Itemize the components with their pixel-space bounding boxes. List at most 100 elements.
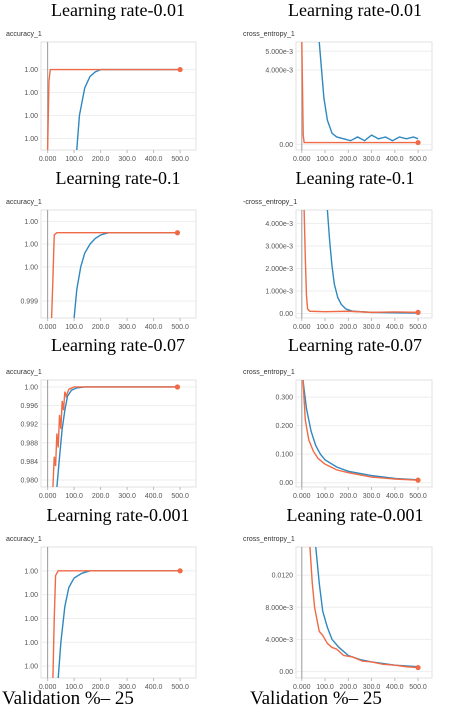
plot-lines xyxy=(52,386,178,487)
y-tick-label: 1.00 xyxy=(24,592,38,599)
series-line xyxy=(309,547,419,669)
chart-label: cross_entropy_1 xyxy=(243,369,295,376)
chart-label: accuracy_1 xyxy=(6,369,42,376)
x-tick-label: 100.0 xyxy=(65,684,83,691)
y-tick-label: 1.00 xyxy=(24,664,38,671)
y-tick-label: 1.00 xyxy=(24,67,38,74)
chart-label: -cross_entropy_1 xyxy=(243,199,297,206)
x-tick-label: 400.0 xyxy=(145,493,163,500)
x-tick-label: 100.0 xyxy=(316,156,334,163)
plot-lines xyxy=(302,380,419,481)
chart-panel: Learning rate-0.1 accuracy_1 1.00 1.00 1.00 0… xyxy=(6,168,197,331)
x-tick-label: 200.0 xyxy=(340,684,358,691)
plot-lines xyxy=(50,232,178,318)
x-tick-label: 300.0 xyxy=(118,324,136,331)
plot-area xyxy=(295,209,433,319)
series-line xyxy=(302,380,419,481)
x-tick-label: 200.0 xyxy=(340,324,358,331)
end-marker xyxy=(415,139,421,146)
series-line xyxy=(52,570,181,678)
series-line xyxy=(303,210,419,314)
x-tick-label: 500.0 xyxy=(171,493,189,500)
y-tick-label: 0.200 xyxy=(275,423,293,430)
end-marker xyxy=(415,477,421,483)
y-tick-label: 1.00 xyxy=(24,242,38,249)
plot-area xyxy=(295,41,433,151)
chart-label: accuracy_1 xyxy=(6,536,42,543)
chart-title: Learning rate-0.01 xyxy=(51,0,185,20)
x-tick-label: 0.000 xyxy=(293,156,311,163)
x-tick-label: 100.0 xyxy=(65,324,83,331)
y-tick-label: 4.000e-3 xyxy=(265,67,293,74)
y-tick-label: 1.00 xyxy=(24,264,38,271)
y-tick-label: 1.00 xyxy=(24,219,38,226)
end-marker xyxy=(177,568,183,574)
chart-label: cross_entropy_1 xyxy=(243,31,295,38)
y-tick-label: 1.00 xyxy=(24,136,38,143)
x-tick-label: 500.0 xyxy=(409,156,427,163)
x-tick-label: 300.0 xyxy=(363,493,381,500)
x-tick-label: 100.0 xyxy=(316,324,334,331)
chart-panel: Leaning rate-0.001 cross_entropy_1 0.00 4.0… xyxy=(243,505,433,691)
x-tick-label: 200.0 xyxy=(92,324,110,331)
x-tick-label: 0.000 xyxy=(39,156,57,163)
y-tick-label: 1.00 xyxy=(24,568,38,575)
x-tick-label: 300.0 xyxy=(363,324,381,331)
chart-label: accuracy_1 xyxy=(6,199,42,206)
y-tick-label: 0.300 xyxy=(275,395,293,402)
y-tick-label: 1.00 xyxy=(24,113,38,120)
caption: Validation %– 25 xyxy=(250,688,382,709)
x-tick-label: 500.0 xyxy=(171,324,189,331)
end-marker xyxy=(177,66,183,73)
chart-title: Leaning rate-0.1 xyxy=(296,168,415,188)
x-tick-label: 100.0 xyxy=(65,156,83,163)
x-tick-label: 100.0 xyxy=(316,684,334,691)
y-tick-label: 0.100 xyxy=(275,452,293,459)
plot-lines xyxy=(301,42,419,144)
series-line xyxy=(73,232,178,318)
chart-panel: Learning rate-0.07 cross_entropy_1 0.00 0.1… xyxy=(243,335,433,500)
plot-area xyxy=(295,546,433,679)
x-tick-label: 0.000 xyxy=(293,324,311,331)
y-tick-label: 4.000e-3 xyxy=(265,637,293,644)
chart-title: Learning rate-0.07 xyxy=(51,335,185,355)
y-tick-label: 0.00 xyxy=(279,480,293,487)
y-tick-label: 0.984 xyxy=(20,459,38,466)
x-tick-label: 400.0 xyxy=(386,684,404,691)
series-line xyxy=(52,386,178,487)
chart-title: Leaning rate-0.001 xyxy=(287,505,424,525)
end-marker xyxy=(415,309,421,315)
y-tick-label: 5.000e-3 xyxy=(265,49,293,56)
series-line xyxy=(46,68,181,150)
plot-lines xyxy=(46,68,181,150)
chart-title: Learning rate-0.001 xyxy=(47,505,190,525)
chart-panel: Learning rate-0.01 accuracy_1 1.00 1.00 1.00… xyxy=(6,0,197,163)
y-tick-label: 0.999 xyxy=(20,298,38,305)
x-tick-label: 0.000 xyxy=(39,684,57,691)
x-tick-label: 200.0 xyxy=(92,493,110,500)
x-tick-label: 300.0 xyxy=(363,156,381,163)
series-line xyxy=(50,232,178,318)
x-tick-label: 200.0 xyxy=(340,493,358,500)
x-tick-label: 500.0 xyxy=(171,684,189,691)
y-tick-label: 4.000e-3 xyxy=(265,221,293,228)
chart-title: Learning rate-0.1 xyxy=(56,168,181,188)
plot-lines xyxy=(52,570,181,678)
x-tick-label: 400.0 xyxy=(386,324,404,331)
x-tick-label: 0.000 xyxy=(39,493,57,500)
x-tick-label: 400.0 xyxy=(145,324,163,331)
y-tick-label: 2.000e-3 xyxy=(265,266,293,273)
series-line xyxy=(301,42,419,144)
plot-area xyxy=(40,209,197,319)
x-tick-label: 0.000 xyxy=(39,324,57,331)
chart-panel: Leaning rate-0.1 -cross_entropy_1 0.00 1.00… xyxy=(243,168,433,331)
y-tick-label: 0.980 xyxy=(20,478,38,485)
x-tick-label: 0.000 xyxy=(293,493,311,500)
y-tick-label: 0.0120 xyxy=(272,573,294,580)
series-line xyxy=(318,42,419,142)
x-tick-label: 200.0 xyxy=(340,156,358,163)
y-tick-label: 1.00 xyxy=(24,640,38,647)
end-marker xyxy=(415,664,421,671)
x-tick-label: 100.0 xyxy=(65,493,83,500)
